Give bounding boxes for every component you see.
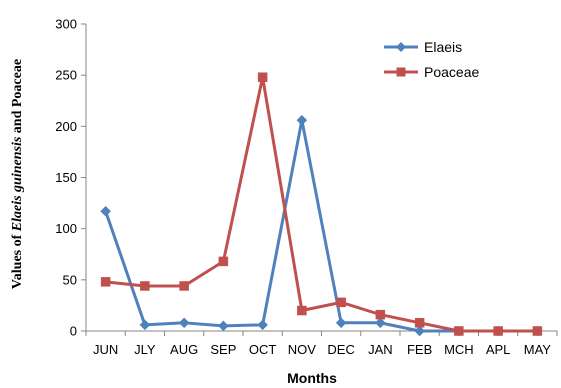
- series-line-elaeis: [104, 118, 539, 333]
- x-tick-label: JLY: [134, 342, 156, 357]
- data-point: [335, 317, 347, 329]
- legend-marker: [396, 67, 406, 77]
- y-tick-label: 150: [55, 170, 77, 185]
- y-axis: 0 50 100 150 200 250 300: [55, 17, 87, 339]
- x-tick-label: JUN: [93, 342, 118, 357]
- data-point: [297, 305, 307, 316]
- legend-item-poaceae: Poaceae: [384, 64, 479, 80]
- y-tick-label: 50: [63, 272, 77, 287]
- y-tick-label: 100: [55, 221, 77, 236]
- x-tick-label: AUG: [170, 342, 198, 357]
- x-tick-label: SEP: [210, 342, 236, 357]
- y-axis-title-prefix: Values of: [10, 231, 25, 289]
- y-tick-label: 250: [55, 68, 77, 83]
- x-tick-label: APL: [486, 342, 511, 357]
- x-tick-label: DEC: [327, 342, 354, 357]
- data-point: [218, 320, 229, 332]
- data-point: [100, 277, 111, 287]
- data-point: [296, 114, 308, 126]
- legend-item-elaeis: Elaeis: [384, 39, 462, 55]
- legend: Elaeis Poaceae: [384, 39, 479, 80]
- data-point: [414, 325, 425, 337]
- series-elaeis: [100, 114, 543, 337]
- y-axis-title-suffix: and Poaceae: [10, 59, 25, 137]
- data-point: [375, 317, 386, 329]
- y-tick-label: 300: [55, 17, 77, 32]
- data-point: [257, 319, 268, 331]
- x-tick-label: NOV: [288, 342, 317, 357]
- x-tick-label: MCH: [444, 342, 474, 357]
- data-point: [139, 319, 151, 331]
- y-tick-label: 0: [70, 324, 77, 339]
- x-axis-title: Months: [287, 370, 337, 386]
- x-tick-label: FEB: [407, 342, 432, 357]
- data-point: [414, 318, 425, 328]
- data-point: [140, 281, 150, 291]
- data-point: [454, 326, 464, 336]
- x-tick-label: OCT: [249, 342, 277, 357]
- y-axis-title: Values of Elaeis guinensis and Poaceae: [10, 59, 25, 289]
- data-point: [493, 326, 503, 336]
- x-axis: JUN JLY AUG SEP OCT NOV DEC JAN FEB MCH APL MAY: [85, 330, 558, 357]
- x-tick-label: MAY: [524, 342, 552, 357]
- data-point: [179, 281, 189, 291]
- data-point: [218, 256, 229, 267]
- legend-marker: [396, 42, 406, 52]
- legend-label: Poaceae: [424, 64, 479, 80]
- data-point: [178, 317, 190, 329]
- y-axis-title-italic: Elaeis guinensis: [10, 136, 25, 232]
- series-layer: [100, 72, 543, 337]
- data-point: [100, 205, 111, 217]
- y-tick-label: 200: [55, 119, 77, 134]
- data-point: [257, 72, 268, 82]
- series-poaceae: [100, 72, 543, 336]
- legend-label: Elaeis: [424, 39, 462, 55]
- x-tick-label: JAN: [368, 342, 393, 357]
- data-point: [375, 309, 386, 320]
- data-point: [336, 297, 346, 308]
- series-line-poaceae: [104, 75, 539, 333]
- data-point: [532, 326, 543, 336]
